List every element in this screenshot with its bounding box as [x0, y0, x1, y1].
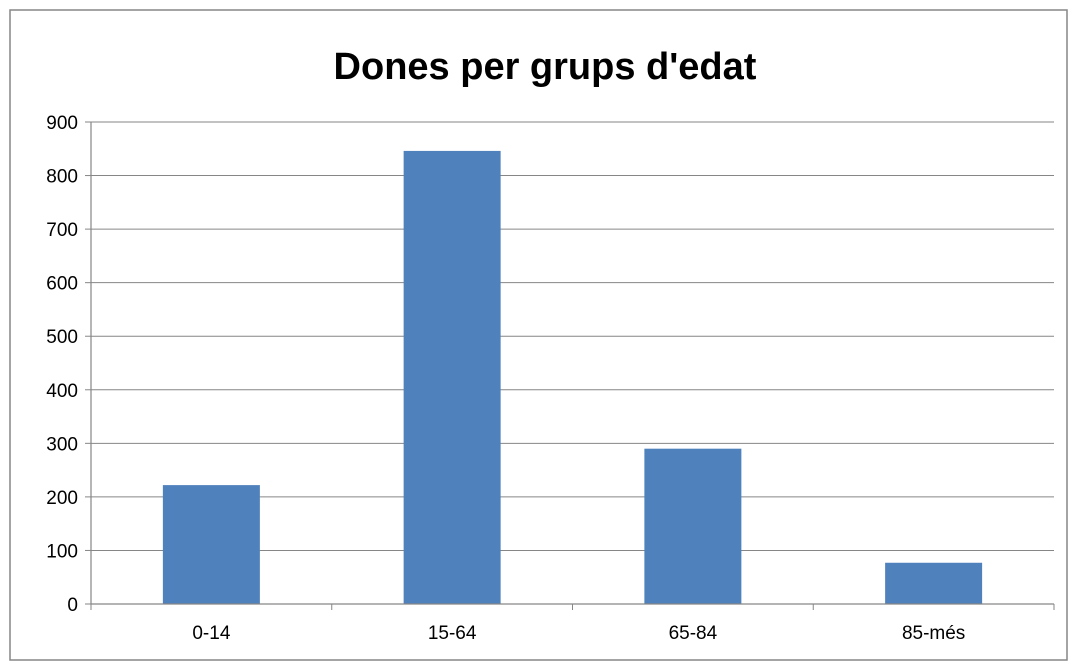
chart-title: Dones per grups d'edat: [334, 46, 757, 88]
y-tick-label: 400: [46, 381, 78, 402]
bar-85-més: [885, 562, 983, 604]
y-tick-label: 300: [46, 434, 78, 455]
bar-15-64: [403, 150, 501, 605]
y-tick-label: 200: [46, 488, 78, 509]
axes: [85, 121, 1055, 610]
y-tick-label: 900: [46, 113, 78, 134]
y-tick-label: 700: [46, 220, 78, 241]
bar-65-84: [644, 448, 742, 604]
bar-0-14: [162, 485, 260, 604]
x-tick-label: 65-84: [669, 623, 718, 644]
y-tick-label: 500: [46, 327, 78, 348]
y-tick-label: 100: [46, 541, 78, 562]
y-tick-label: 800: [46, 167, 78, 188]
x-tick-label: 0-14: [192, 623, 230, 644]
x-tick-label: 15-64: [428, 623, 477, 644]
bars: [162, 150, 983, 605]
y-tick-label: 600: [46, 274, 78, 295]
y-tick-label: 0: [67, 595, 78, 616]
y-tick-labels: 0 100 200 300 400 500 600 700 800 900: [46, 113, 78, 616]
x-tick-label: 85-més: [902, 623, 965, 644]
x-tick-labels: 0-14 15-64 65-84 85-més: [192, 623, 965, 644]
